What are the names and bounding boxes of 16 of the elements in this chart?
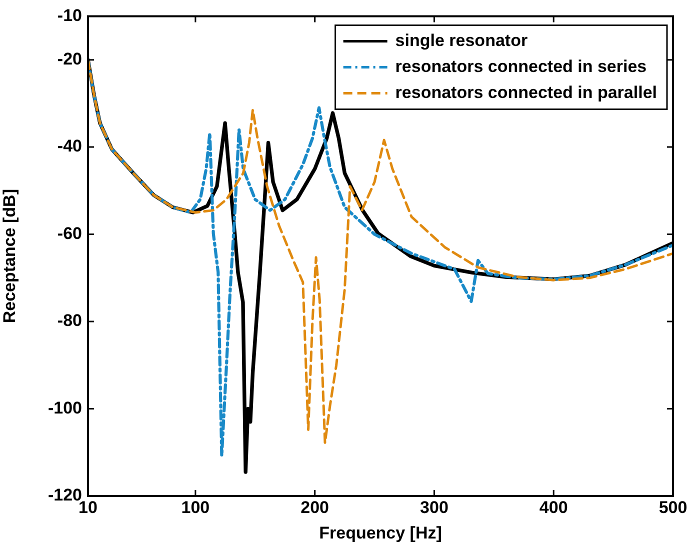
x-axis-title: Frequency [Hz] (319, 523, 442, 542)
y-tick-label: -40 (57, 136, 82, 156)
legend-label: resonators connected in series (395, 56, 647, 76)
legend-label: resonators connected in parallel (395, 82, 658, 102)
legend-label: single resonator (395, 30, 528, 50)
x-tick-label: 400 (539, 498, 568, 517)
x-tick-label: 100 (181, 498, 210, 517)
x-tick-label: 300 (420, 498, 448, 517)
y-axis-title: Receptance [dB] (0, 189, 19, 324)
x-tick-label: 500 (658, 498, 688, 517)
x-tick-label: 200 (300, 498, 330, 517)
y-tick-label: -80 (57, 311, 82, 330)
y-tick-label: -100 (48, 398, 82, 418)
y-tick-label: -60 (57, 224, 82, 243)
y-tick-label: -10 (57, 6, 82, 25)
y-tick-label: -20 (57, 50, 82, 69)
